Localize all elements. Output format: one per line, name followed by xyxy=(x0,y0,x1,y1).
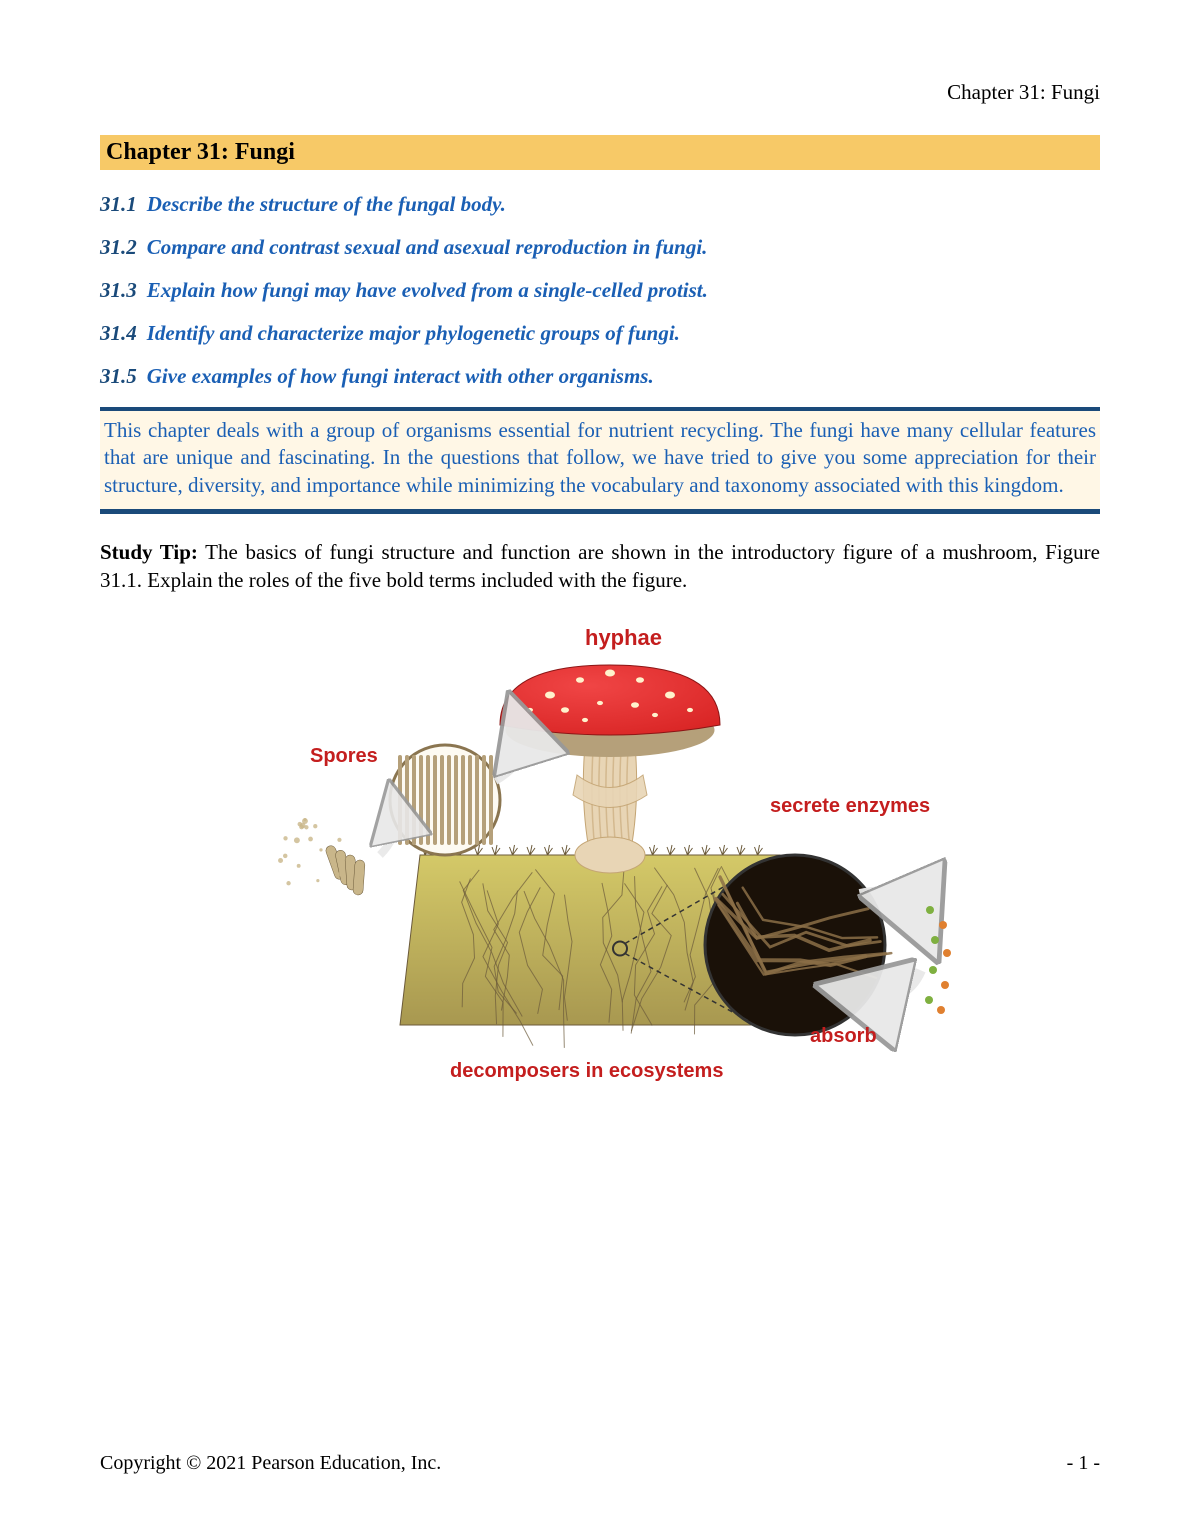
mushroom-figure: hyphae Spores secrete enzymes absorb decompo… xyxy=(240,625,960,1105)
objective-item: 31.5 Give examples of how fungi interact … xyxy=(100,364,1100,389)
objective-text: Compare and contrast sexual and asexual … xyxy=(147,235,708,259)
objective-text: Explain how fungi may have evolved from … xyxy=(147,278,708,302)
figure-label: decomposers in ecosystems xyxy=(450,1060,723,1083)
copyright-text: Copyright © 2021 Pearson Education, Inc. xyxy=(100,1452,441,1475)
learning-objectives-list: 31.1 Describe the structure of the fungal… xyxy=(100,192,1100,389)
objective-number: 31.5 xyxy=(100,364,137,388)
page-header-label: Chapter 31: Fungi xyxy=(100,80,1100,105)
objective-item: 31.4 Identify and characterize major phyl… xyxy=(100,321,1100,346)
objective-number: 31.4 xyxy=(100,321,137,345)
study-tip-lead: Study Tip: xyxy=(100,540,198,564)
figure-label: absorb xyxy=(810,1025,877,1048)
figure-label: Spores xyxy=(310,745,378,768)
objective-item: 31.1 Describe the structure of the fungal… xyxy=(100,192,1100,217)
objective-number: 31.1 xyxy=(100,192,137,216)
objective-text: Identify and characterize major phylogen… xyxy=(147,321,680,345)
objective-item: 31.2 Compare and contrast sexual and asex… xyxy=(100,235,1100,260)
figure-label: secrete enzymes xyxy=(770,795,930,818)
study-tip: Study Tip: The basics of fungi structure… xyxy=(100,538,1100,595)
objective-text: Give examples of how fungi interact with… xyxy=(147,364,654,388)
objective-text: Describe the structure of the fungal bod… xyxy=(147,192,506,216)
page-number: - 1 - xyxy=(1067,1452,1100,1475)
objective-item: 31.3 Explain how fungi may have evolved f… xyxy=(100,278,1100,303)
figure-label: hyphae xyxy=(585,625,662,651)
chapter-title: Chapter 31: Fungi xyxy=(100,135,1100,170)
study-tip-body: The basics of fungi structure and functi… xyxy=(100,540,1100,592)
objective-number: 31.2 xyxy=(100,235,137,259)
intro-box: This chapter deals with a group of organ… xyxy=(100,407,1100,514)
page-footer: Copyright © 2021 Pearson Education, Inc.… xyxy=(100,1452,1100,1475)
objective-number: 31.3 xyxy=(100,278,137,302)
